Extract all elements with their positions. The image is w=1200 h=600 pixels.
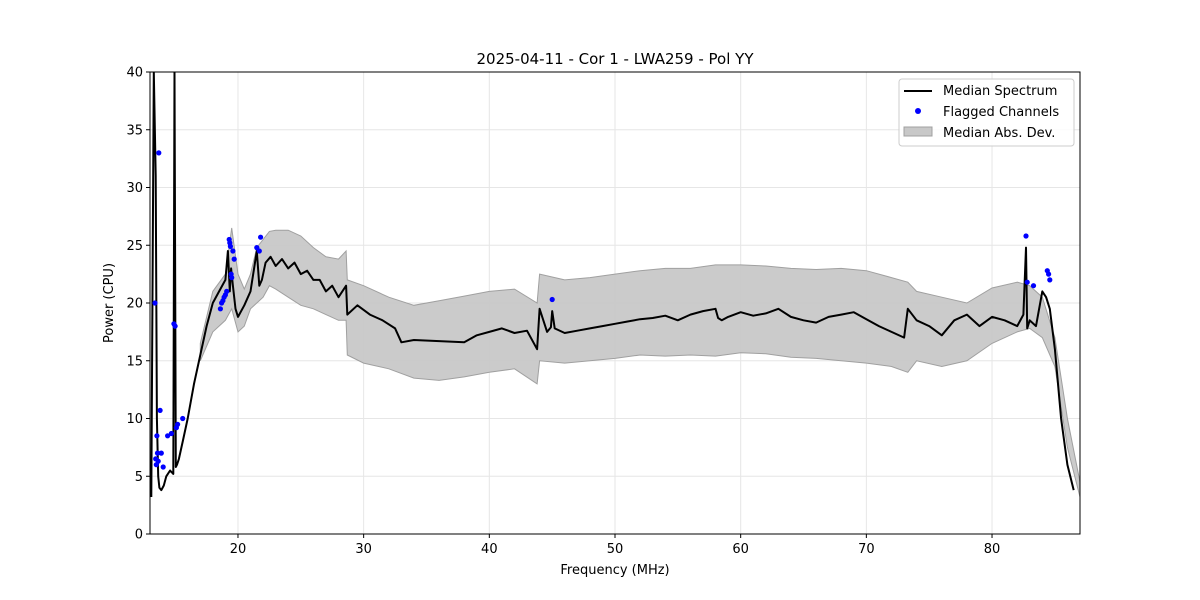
flagged-point	[152, 300, 158, 306]
flagged-point	[229, 275, 235, 281]
mad-band	[199, 227, 1080, 498]
y-tick-label: 10	[126, 412, 143, 427]
median-line-layer	[150, 72, 1075, 498]
y-tick-label: 5	[135, 470, 143, 485]
y-tick-label: 30	[126, 181, 143, 196]
flagged-point	[258, 234, 264, 240]
flagged-point	[156, 150, 162, 156]
axis-ticks: 20 30 40 50 60 70 80 0 5 10 15 20 25 30 35 40	[126, 66, 1000, 558]
flagged-point	[230, 248, 236, 254]
y-tick-label: 20	[126, 297, 143, 312]
flagged-point	[168, 430, 174, 437]
legend-median-spectrum: Median Spectrum	[943, 84, 1057, 99]
x-tick-label: 80	[984, 542, 1001, 557]
legend-flagged-channels: Flagged Channels	[943, 105, 1059, 120]
flagged-point	[175, 421, 181, 427]
x-tick-label: 20	[230, 542, 247, 557]
y-tick-label: 15	[126, 354, 143, 369]
flagged-point	[1024, 279, 1030, 285]
x-tick-label: 40	[481, 542, 498, 557]
flagged-point	[256, 248, 262, 254]
chart-title: 2025-04-11 - Cor 1 - LWA259 - Pol YY	[477, 50, 755, 68]
flagged-point	[1047, 277, 1053, 283]
flagged-point	[549, 296, 555, 303]
legend-box	[898, 78, 1075, 147]
flagged-point	[227, 243, 233, 249]
flagged-point	[224, 288, 230, 294]
flagged-point	[154, 450, 161, 456]
flagged-point	[1023, 233, 1029, 239]
flagged-point	[231, 256, 237, 262]
x-tick-label: 30	[355, 542, 372, 557]
y-tick-label: 40	[126, 66, 143, 81]
legend-median-abs-dev: Median Abs. Dev.	[943, 126, 1055, 141]
y-axis-label: Power (CPU)	[102, 263, 117, 343]
legend-band-swatch	[903, 126, 933, 137]
flagged-point	[165, 433, 171, 439]
flagged-point	[217, 306, 223, 312]
x-axis-label: Frequency (MHz)	[560, 563, 669, 578]
x-tick-label: 60	[732, 542, 749, 557]
x-tick-label: 50	[607, 542, 624, 557]
legend: Median Spectrum Flagged Channels Median …	[898, 78, 1075, 147]
legend-flagged-swatch	[915, 108, 921, 114]
x-tick-label: 70	[858, 542, 875, 557]
flagged-point	[180, 415, 186, 422]
mad-band-layer	[199, 227, 1080, 498]
y-tick-label: 0	[135, 528, 143, 543]
y-tick-label: 25	[126, 239, 143, 254]
flagged-point	[1030, 283, 1037, 289]
flagged-point	[172, 323, 178, 329]
flagged-point	[155, 458, 161, 464]
median-spectrum-line	[150, 72, 1075, 498]
flagged-point	[154, 433, 160, 439]
flagged-point	[157, 407, 163, 413]
flagged-point	[1046, 271, 1052, 277]
y-tick-label: 35	[126, 123, 143, 138]
flagged-points-layer	[152, 150, 1053, 470]
flagged-point	[158, 450, 164, 456]
flagged-point	[160, 464, 166, 470]
